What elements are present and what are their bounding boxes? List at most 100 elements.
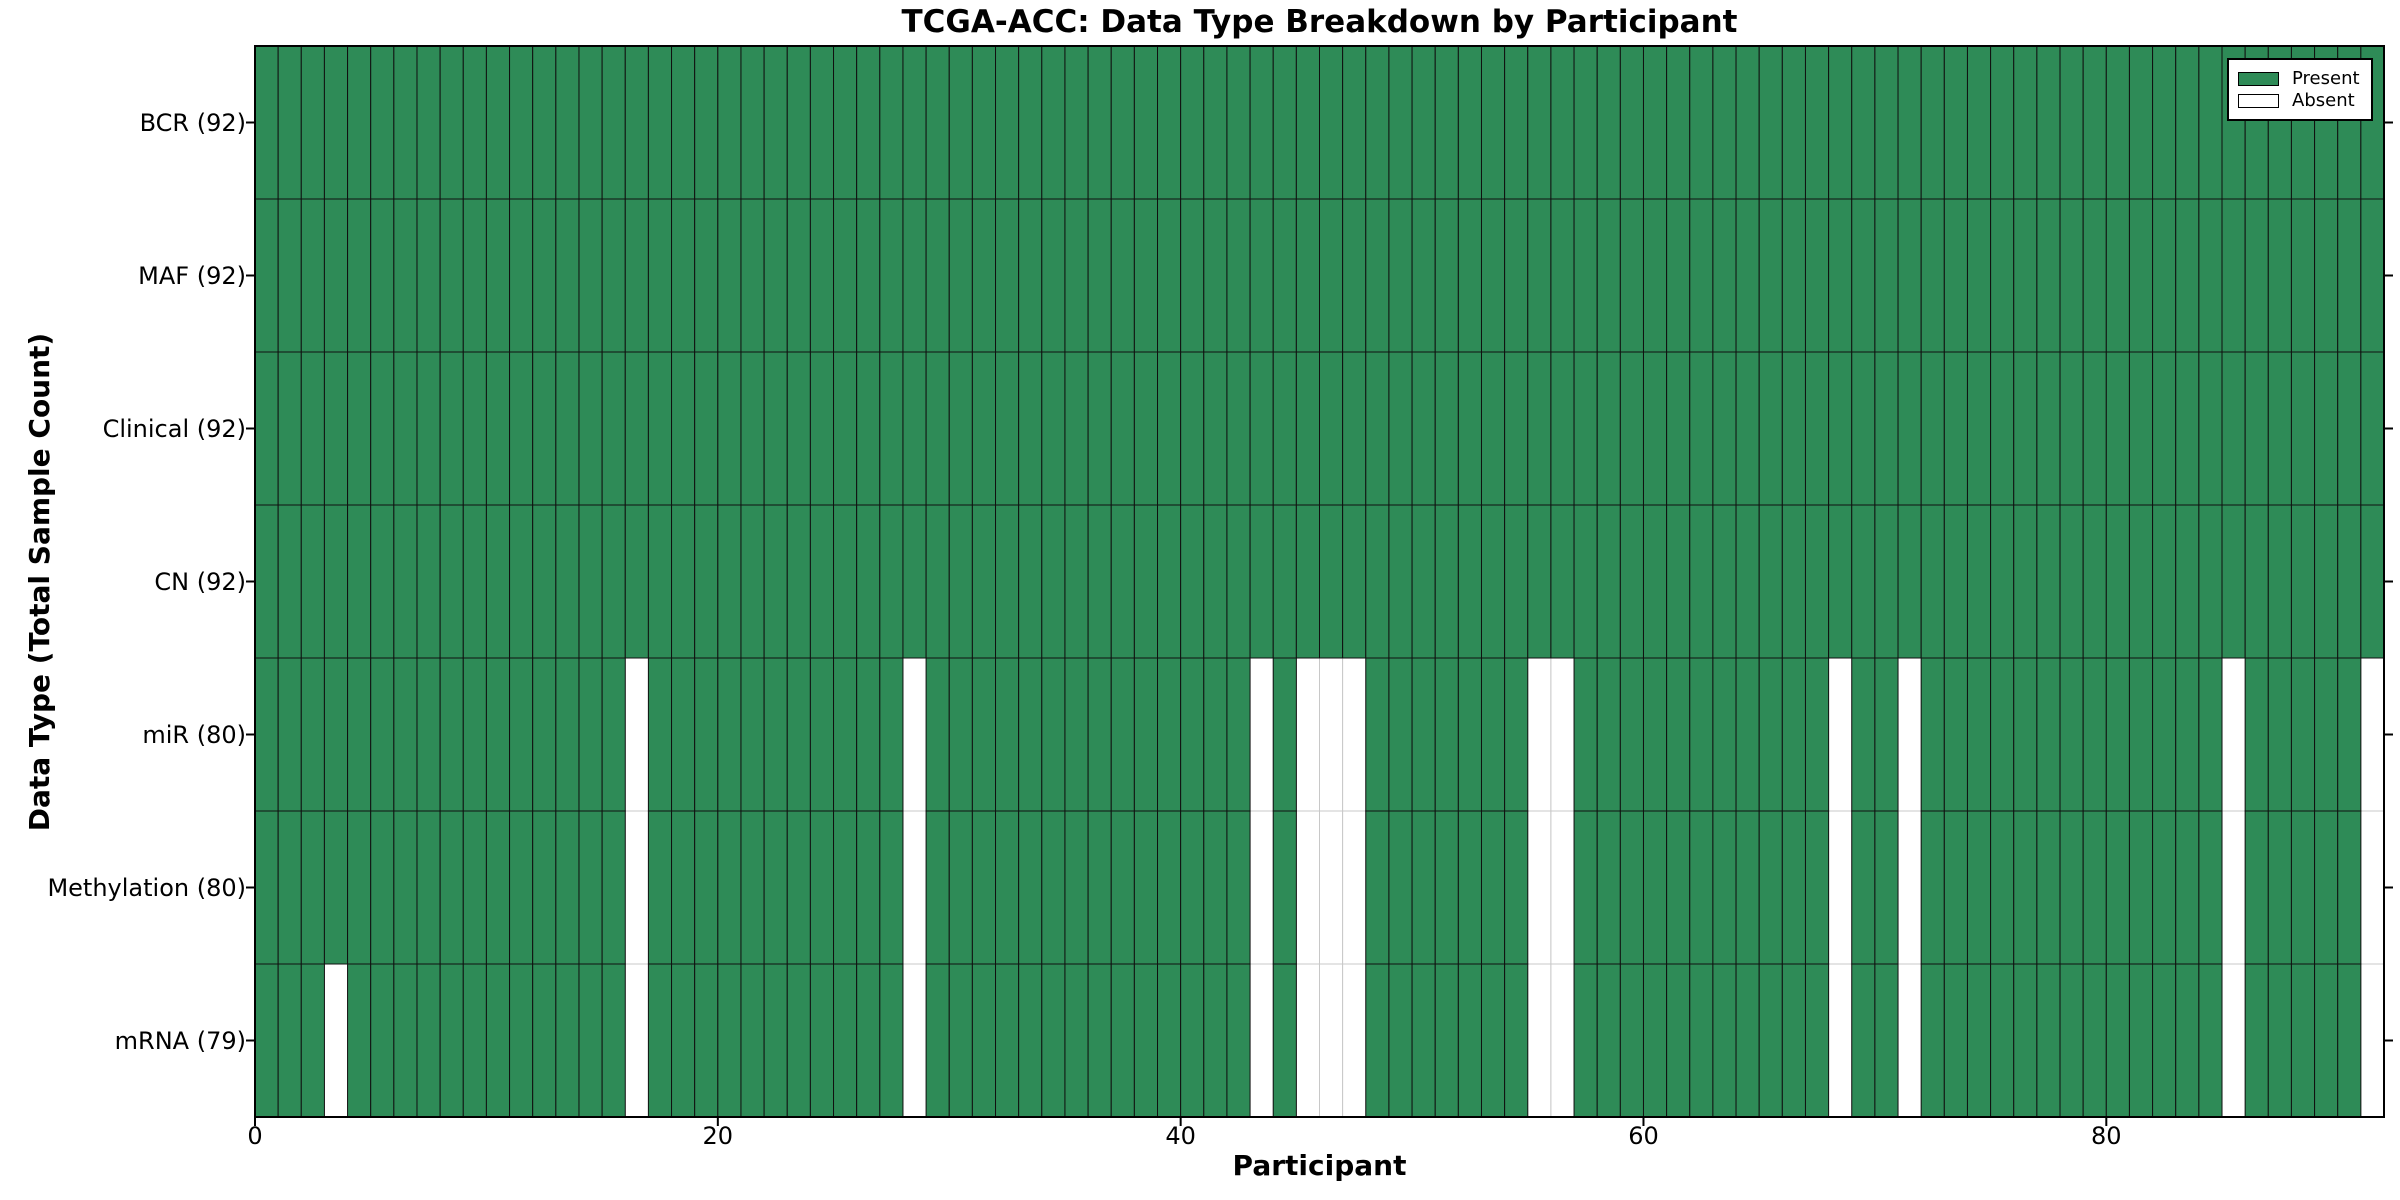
heatmap-cell-present [1712,351,1737,506]
heatmap-cell-present [370,198,395,353]
heatmap-cell-present [786,963,811,1118]
heatmap-cell-present [2337,351,2362,506]
heatmap-cell-present [809,45,835,200]
heatmap-cell-present [1619,657,1644,812]
heatmap-cell-present [971,963,997,1118]
heatmap-cell-absent [902,657,927,812]
heatmap-cell-present [856,351,881,506]
heatmap-cell-present [1157,45,1182,200]
heatmap-cell-present [1920,351,1945,506]
heatmap-cell-present [1527,198,1552,353]
heatmap-cell-present [509,504,534,659]
heatmap-cell-present [647,657,673,812]
heatmap-cell-present [2314,963,2339,1118]
heatmap-cell-present [1041,504,1066,659]
heatmap-cell-present [1203,963,1228,1118]
heatmap-cell-present [1041,657,1066,812]
heatmap-cell-present [1203,810,1228,965]
heatmap-cell-present [647,963,673,1118]
heatmap-cell-present [532,963,557,1118]
heatmap-cell-present [2175,963,2200,1118]
heatmap-cell-present [1249,45,1274,200]
heatmap-cell-present [1064,351,1089,506]
heatmap-cell-present [1319,45,1344,200]
heatmap-cell-present [578,45,603,200]
y-tick-label: BCR (92) [139,108,246,137]
heatmap-cell-present [925,198,950,353]
heatmap-cell-present [2082,45,2107,200]
heatmap-cell-absent [624,810,649,965]
heatmap-cell-present [879,45,904,200]
heatmap-cell-present [393,504,418,659]
heatmap-cell-present [995,810,1020,965]
heatmap-cell-present [1365,810,1390,965]
heatmap-cell-present [856,45,881,200]
heatmap-cell-present [1018,351,1043,506]
heatmap-cell-absent [902,810,927,965]
heatmap-cell-present [809,351,835,506]
heatmap-cell-present [786,504,811,659]
heatmap-cell-present [1110,351,1135,506]
heatmap-cell-present [1411,351,1436,506]
heatmap-cell-present [1180,963,1205,1118]
heatmap-cell-present [647,504,673,659]
heatmap-cell-present [1642,351,1668,506]
heatmap-cell-present [763,810,788,965]
heatmap-cell-present [1527,45,1552,200]
heatmap-cell-present [717,198,742,353]
heatmap-cell-present [879,963,904,1118]
heatmap-cell-present [1851,198,1876,353]
heatmap-cell-present [2036,657,2061,812]
heatmap-cell-present [2152,504,2177,659]
heatmap-cell-present [1434,351,1459,506]
heatmap-cell-present [1828,504,1853,659]
heatmap-cell-present [995,504,1020,659]
x-tick-label: 40 [1165,1122,1196,1150]
heatmap-cell-present [2290,963,2316,1118]
heatmap-cell-present [300,351,325,506]
y-tick-label: miR (80) [142,720,246,749]
heatmap-cell-present [1087,504,1112,659]
heatmap-cell-present [1527,351,1552,506]
heatmap-cell-present [1041,810,1066,965]
heatmap-cell-present [1087,963,1112,1118]
heatmap-cell-present [1573,351,1598,506]
heatmap-cell-present [2036,810,2061,965]
heatmap-cell-present [1781,810,1806,965]
heatmap-cell-present [647,810,673,965]
heatmap-cell-present [1990,810,2015,965]
heatmap-cell-present [2244,810,2269,965]
heatmap-cell-present [1504,351,1529,506]
heatmap-cell-present [578,963,603,1118]
heatmap-cell-present [971,810,997,965]
heatmap-cell-present [833,198,858,353]
heatmap-cell-present [2267,963,2292,1118]
heatmap-cell-present [717,351,742,506]
heatmap-cell-present [1619,45,1644,200]
heatmap-cell-present [2059,504,2084,659]
heatmap-cell-present [1157,504,1182,659]
heatmap-cell-present [1758,810,1783,965]
heatmap-cell-present [1666,810,1691,965]
heatmap-cell-present [2152,198,2177,353]
heatmap-cell-present [624,504,649,659]
heatmap-cell-present [2337,198,2362,353]
heatmap-cell-present [2013,198,2038,353]
heatmap-cell-present [370,810,395,965]
heatmap-cell-present [2105,810,2130,965]
heatmap-cell-present [671,504,696,659]
heatmap-cell-present [2198,198,2223,353]
heatmap-cell-present [1480,198,1506,353]
heatmap-cell-present [1781,504,1806,659]
heatmap-cell-present [1851,963,1876,1118]
heatmap-cell-present [2290,504,2316,659]
heatmap-cell-present [2290,351,2316,506]
heatmap-cell-present [2105,963,2130,1118]
heatmap-cell-present [1943,963,1968,1118]
heatmap-cell-present [2105,198,2130,353]
heatmap-cell-present [1342,504,1367,659]
heatmap-cell-present [1411,198,1436,353]
heatmap-cell-present [2221,504,2246,659]
heatmap-cell-present [1828,351,1853,506]
heatmap-cell-present [532,45,557,200]
